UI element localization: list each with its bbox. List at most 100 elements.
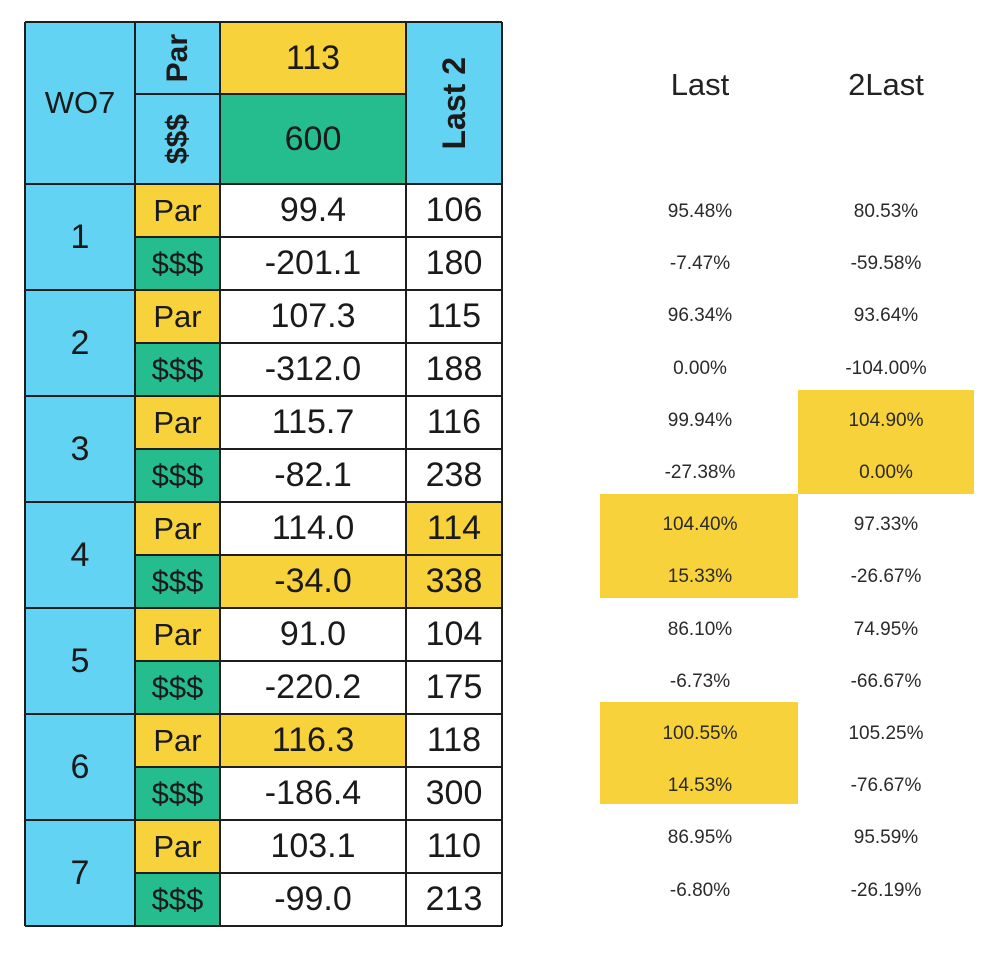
par-value-cell: 114.0 xyxy=(220,502,406,555)
2last-percent: -76.67% xyxy=(850,775,922,797)
money-value: -82.1 xyxy=(274,456,352,494)
money-last2-cell: 213 xyxy=(406,873,502,926)
par-last2-cell: 114 xyxy=(406,502,502,555)
money-label: $$$ xyxy=(151,457,204,493)
last-percent: -7.47% xyxy=(669,253,731,275)
money-label-cell: $$$ xyxy=(135,873,220,926)
par-last2-cell: 115 xyxy=(406,290,502,343)
header-last2-cell: Last 2 xyxy=(406,22,502,184)
grid-line xyxy=(25,925,502,927)
par-label: Par xyxy=(153,616,202,652)
highlight-2last-row3 xyxy=(798,390,974,494)
grid-line xyxy=(219,22,221,926)
money-last2-cell: 338 xyxy=(406,555,502,608)
grid-line xyxy=(135,236,502,238)
money-label-cell: $$$ xyxy=(135,661,220,714)
par-last2: 118 xyxy=(426,721,482,759)
last-header-label: Last xyxy=(670,67,730,102)
last-percent: 15.33% xyxy=(667,566,733,588)
highlight-last-row6 xyxy=(600,702,798,804)
grid-line xyxy=(135,342,502,344)
row-number: 5 xyxy=(70,641,90,680)
last-percent: 86.10% xyxy=(667,618,733,640)
par-value: 107.3 xyxy=(270,297,356,335)
grid-line xyxy=(135,554,502,556)
par-last2-cell: 118 xyxy=(406,714,502,767)
par-last2: 104 xyxy=(425,615,483,653)
money-label-cell: $$$ xyxy=(135,343,220,396)
header-par-label: Par xyxy=(160,33,194,83)
money-last2: 213 xyxy=(425,880,483,918)
header-money-label: $$$ xyxy=(160,113,194,165)
grid-line xyxy=(135,660,502,662)
2last-percent: 104.90% xyxy=(848,409,924,431)
money-value-cell: -220.2 xyxy=(220,661,406,714)
par-label-cell: Par xyxy=(135,290,220,343)
row-number: 7 xyxy=(70,853,90,892)
row-number-cell: 5 xyxy=(25,608,135,714)
par-value-cell: 99.4 xyxy=(220,184,406,237)
par-label-cell: Par xyxy=(135,396,220,449)
money-label: $$$ xyxy=(151,881,204,917)
par-label-cell: Par xyxy=(135,820,220,873)
last-percent: -6.73% xyxy=(669,670,731,692)
2last-percent: -26.67% xyxy=(850,566,922,588)
2last-percent: 95.59% xyxy=(853,827,919,849)
money-value-cell: -186.4 xyxy=(220,767,406,820)
header-par-label-cell: Par xyxy=(135,22,220,94)
money-label-cell: $$$ xyxy=(135,237,220,290)
row-number-cell: 3 xyxy=(25,396,135,502)
par-value: 103.1 xyxy=(270,827,356,865)
last-percent: 99.94% xyxy=(667,409,733,431)
par-last2: 110 xyxy=(426,827,482,865)
money-last2-cell: 300 xyxy=(406,767,502,820)
money-label: $$$ xyxy=(151,245,204,281)
money-last2-cell: 180 xyxy=(406,237,502,290)
header-last2-label: Last 2 xyxy=(435,56,472,150)
last-percent: -6.80% xyxy=(669,879,731,901)
title-label: WO7 xyxy=(44,85,116,120)
par-label: Par xyxy=(153,828,202,864)
header-money-value: 600 xyxy=(284,119,342,158)
grid-line xyxy=(405,22,407,926)
2last-column-header: 2Last xyxy=(786,62,986,108)
par-value: 91.0 xyxy=(279,615,347,653)
par-last2-cell: 104 xyxy=(406,608,502,661)
grid-line xyxy=(135,448,502,450)
2last-percent: -26.19% xyxy=(850,879,922,901)
par-value-cell: 103.1 xyxy=(220,820,406,873)
last-percent: 0.00% xyxy=(673,357,727,379)
money-label: $$$ xyxy=(151,775,204,811)
grid-line xyxy=(25,501,502,503)
row-number: 6 xyxy=(70,747,90,786)
header-par-value: 113 xyxy=(285,38,341,77)
money-value: -220.2 xyxy=(264,668,362,706)
par-last2-cell: 110 xyxy=(406,820,502,873)
last-column-header: Last xyxy=(600,62,800,108)
header-money-value-cell: 600 xyxy=(220,94,406,184)
2last-percent: 93.64% xyxy=(853,305,919,327)
par-last2: 115 xyxy=(426,297,482,335)
money-label-cell: $$$ xyxy=(135,449,220,502)
title-cell: WO7 xyxy=(25,22,135,184)
2last-percent: 105.25% xyxy=(848,723,924,744)
money-label-cell: $$$ xyxy=(135,767,220,820)
money-last2: 238 xyxy=(425,456,483,494)
par-label: Par xyxy=(153,298,202,334)
money-value-cell: -82.1 xyxy=(220,449,406,502)
money-last2: 188 xyxy=(425,350,483,388)
row-number: 4 xyxy=(70,535,90,574)
money-last2-cell: 188 xyxy=(406,343,502,396)
header-money-label-cell: $$$ xyxy=(135,94,220,184)
par-last2-cell: 116 xyxy=(406,396,502,449)
par-label-cell: Par xyxy=(135,502,220,555)
money-last2: 338 xyxy=(425,562,483,600)
money-value-cell: -201.1 xyxy=(220,237,406,290)
par-value: 115.7 xyxy=(271,403,355,441)
par-value: 99.4 xyxy=(279,191,347,229)
last-percent: 86.95% xyxy=(667,827,733,849)
grid-line xyxy=(25,183,502,185)
grid-line xyxy=(501,22,503,926)
row-number-cell: 4 xyxy=(25,502,135,608)
2last-percent: 0.00% xyxy=(859,462,913,483)
